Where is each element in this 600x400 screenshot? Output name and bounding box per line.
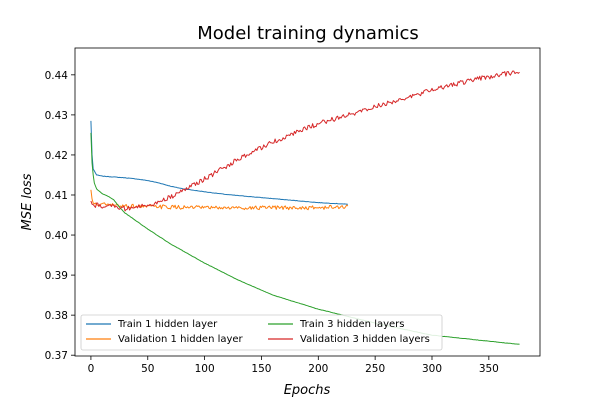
series-lines <box>90 70 520 345</box>
y-tick-label: 0.40 <box>45 230 68 242</box>
series-line-2 <box>90 189 349 211</box>
legend-label: Validation 1 hidden layer <box>118 334 244 345</box>
legend-label: Validation 3 hidden layers <box>300 334 430 345</box>
series-line-4 <box>90 70 520 212</box>
y-axis-label: MSE loss <box>20 173 35 230</box>
y-axis: 0.37 0.38 0.39 0.40 0.41 0.42 0.43 0.44 <box>45 70 75 362</box>
y-tick-label: 0.37 <box>45 350 68 362</box>
y-tick-label: 0.39 <box>45 270 68 282</box>
y-tick-label: 0.38 <box>45 310 68 322</box>
x-tick-label: 200 <box>308 363 328 375</box>
series-line-3 <box>90 132 520 345</box>
chart-title: Model training dynamics <box>197 23 419 44</box>
x-axis-label: Epochs <box>284 383 331 398</box>
x-tick-label: 250 <box>365 363 385 375</box>
x-tick-label: 100 <box>195 363 215 375</box>
x-tick-label: 50 <box>141 363 154 375</box>
x-tick-label: 0 <box>88 363 95 375</box>
x-tick-label: 150 <box>251 363 271 375</box>
y-tick-label: 0.41 <box>45 190 68 202</box>
y-tick-label: 0.44 <box>45 70 69 82</box>
y-tick-label: 0.42 <box>45 150 68 162</box>
y-tick-label: 0.43 <box>45 110 68 122</box>
legend-label: Train 3 hidden layers <box>299 319 405 330</box>
legend: Train 1 hidden layer Validation 1 hidden … <box>80 314 443 351</box>
x-tick-label: 350 <box>479 363 499 375</box>
legend-frame <box>80 314 443 351</box>
legend-label: Train 1 hidden layer <box>117 319 218 330</box>
series-line-1 <box>90 120 348 205</box>
x-axis: 0 50 100 150 200 250 300 350 <box>88 356 499 375</box>
x-tick-label: 300 <box>422 363 442 375</box>
